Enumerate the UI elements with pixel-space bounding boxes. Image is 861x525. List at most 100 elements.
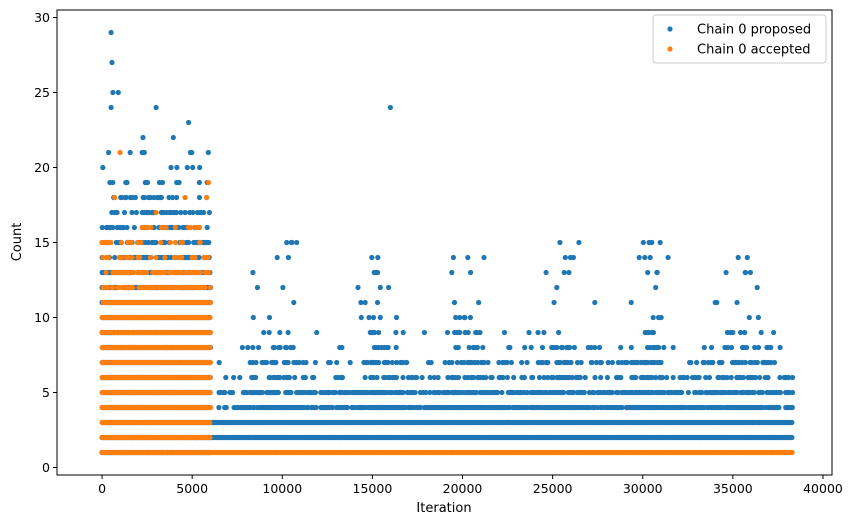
proposed-point xyxy=(684,374,690,381)
proposed-point xyxy=(375,254,381,261)
proposed-point xyxy=(140,134,146,141)
proposed-point xyxy=(661,344,667,351)
proposed-point xyxy=(168,164,174,171)
proposed-point xyxy=(400,389,406,396)
proposed-point xyxy=(277,329,283,336)
proposed-point xyxy=(277,344,283,351)
proposed-point xyxy=(664,374,670,381)
proposed-point xyxy=(483,374,489,381)
proposed-point xyxy=(170,134,176,141)
proposed-point xyxy=(327,359,333,366)
data-marks xyxy=(99,29,796,456)
proposed-point xyxy=(334,359,340,366)
proposed-point xyxy=(173,209,180,216)
accepted-point xyxy=(207,389,213,396)
proposed-point xyxy=(657,239,663,246)
proposed-point xyxy=(710,359,716,366)
proposed-point xyxy=(186,119,192,126)
proposed-point xyxy=(708,344,715,351)
proposed-point xyxy=(129,209,135,216)
proposed-point xyxy=(186,239,192,246)
proposed-point xyxy=(522,344,528,351)
proposed-point xyxy=(421,329,427,336)
proposed-point xyxy=(730,329,736,336)
proposed-point xyxy=(645,269,651,276)
proposed-point xyxy=(598,374,604,381)
proposed-point xyxy=(110,224,116,231)
accepted-point xyxy=(207,284,213,291)
proposed-point xyxy=(545,359,551,366)
proposed-point xyxy=(141,149,147,156)
proposed-point xyxy=(124,179,130,186)
proposed-point xyxy=(400,374,406,381)
proposed-point xyxy=(205,149,211,156)
proposed-point xyxy=(461,314,467,321)
accepted-point xyxy=(207,404,214,411)
proposed-point xyxy=(477,329,483,336)
proposed-point xyxy=(239,344,245,351)
proposed-point xyxy=(539,344,546,351)
proposed-point xyxy=(106,149,112,156)
proposed-point xyxy=(494,389,501,396)
proposed-point xyxy=(578,359,584,366)
proposed-point xyxy=(222,389,228,396)
proposed-point xyxy=(628,299,634,306)
proposed-point xyxy=(581,389,587,396)
proposed-point xyxy=(628,344,634,351)
accepted-point xyxy=(179,239,185,246)
proposed-point xyxy=(196,254,202,261)
accepted-point xyxy=(148,224,154,231)
proposed-point xyxy=(543,269,549,276)
proposed-point xyxy=(562,254,568,261)
proposed-point xyxy=(640,239,646,246)
accepted-point xyxy=(207,434,213,441)
proposed-point xyxy=(302,374,308,381)
accepted-point xyxy=(172,239,179,246)
proposed-point xyxy=(284,239,290,246)
proposed-point xyxy=(467,314,473,321)
accepted-point xyxy=(129,254,135,261)
proposed-point xyxy=(414,374,420,381)
proposed-point xyxy=(422,404,428,411)
proposed-point xyxy=(115,89,121,96)
accepted-point xyxy=(207,299,213,306)
proposed-point xyxy=(182,209,188,216)
proposed-point xyxy=(519,359,525,366)
proposed-point xyxy=(473,389,479,396)
proposed-point xyxy=(633,374,639,381)
proposed-point xyxy=(742,329,748,336)
proposed-point xyxy=(508,359,514,366)
proposed-point xyxy=(427,389,433,396)
proposed-point xyxy=(528,344,534,351)
proposed-point xyxy=(535,329,541,336)
proposed-point xyxy=(174,194,180,201)
accepted-point xyxy=(179,254,185,261)
proposed-point xyxy=(393,344,399,351)
proposed-point xyxy=(450,254,456,261)
proposed-point xyxy=(499,389,505,396)
accepted-point xyxy=(110,284,116,291)
proposed-point xyxy=(184,164,190,171)
proposed-point xyxy=(312,359,318,366)
accepted-point xyxy=(207,329,213,336)
proposed-point xyxy=(109,59,115,66)
proposed-point xyxy=(524,389,530,396)
proposed-point xyxy=(789,419,795,426)
proposed-point xyxy=(489,374,495,381)
proposed-point xyxy=(110,179,116,186)
proposed-point xyxy=(404,359,410,366)
proposed-point xyxy=(190,209,196,216)
proposed-point xyxy=(567,344,573,351)
proposed-point xyxy=(755,344,762,351)
proposed-point xyxy=(771,359,778,366)
accepted-point xyxy=(103,269,109,276)
proposed-point xyxy=(596,344,603,351)
proposed-point xyxy=(740,374,747,381)
proposed-point xyxy=(162,239,168,246)
proposed-point xyxy=(285,329,291,336)
proposed-point xyxy=(412,389,418,396)
proposed-point xyxy=(250,344,256,351)
proposed-point xyxy=(250,269,256,276)
accepted-point xyxy=(207,374,213,381)
proposed-point xyxy=(377,284,383,291)
